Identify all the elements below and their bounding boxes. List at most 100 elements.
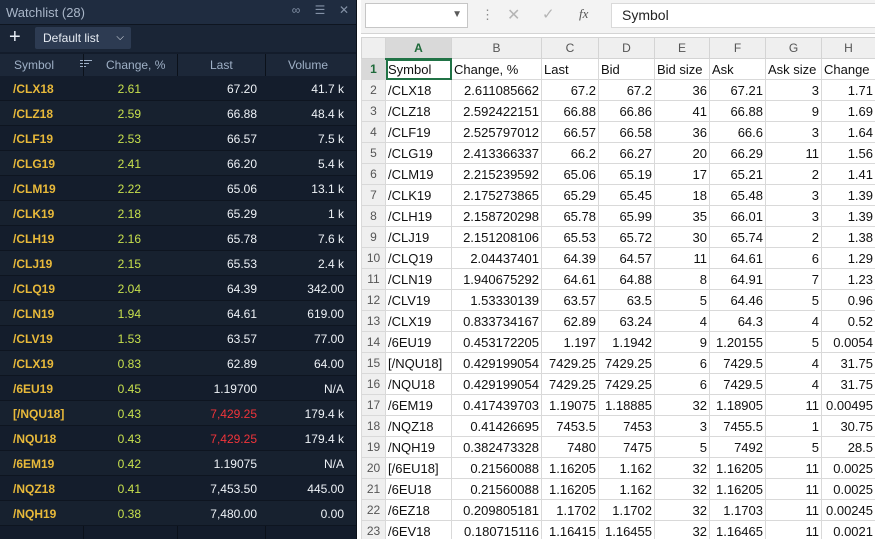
cell[interactable]: 0.0025 <box>821 457 875 479</box>
cell[interactable]: 7429.5 <box>709 352 766 374</box>
cell[interactable]: 31.75 <box>821 373 875 395</box>
cell[interactable]: 0.52 <box>821 310 875 332</box>
cell[interactable]: 65.74 <box>709 226 766 248</box>
cell[interactable]: 66.88 <box>709 100 766 122</box>
cell[interactable]: 64.57 <box>598 247 655 269</box>
cell[interactable]: 2.175273865 <box>451 184 542 206</box>
cell[interactable]: /CLN19 <box>385 268 452 290</box>
cell[interactable]: 65.19 <box>598 163 655 185</box>
cell[interactable]: 2.592422151 <box>451 100 542 122</box>
cell[interactable]: 7480 <box>541 436 599 458</box>
cell[interactable]: /CLV19 <box>385 289 452 311</box>
more-options-icon[interactable]: ⋮ <box>481 7 494 22</box>
cell[interactable]: /CLG19 <box>385 142 452 164</box>
cell[interactable]: 65.21 <box>709 163 766 185</box>
cell[interactable]: 7455.5 <box>709 415 766 437</box>
cell[interactable]: 30.75 <box>821 415 875 437</box>
cell[interactable]: 1.20155 <box>709 331 766 353</box>
cell[interactable]: 0.453172205 <box>451 331 542 353</box>
cell[interactable]: 1.18885 <box>598 394 655 416</box>
cell[interactable]: 64.61 <box>709 247 766 269</box>
cell[interactable]: 1.38 <box>821 226 875 248</box>
watchlist-row[interactable]: /NQH19 0.38 7,480.00 0.00 <box>0 501 356 526</box>
row-header[interactable]: 11 <box>361 268 386 290</box>
cell[interactable]: 64.46 <box>709 289 766 311</box>
row-header[interactable]: 19 <box>361 436 386 458</box>
row-header[interactable]: 23 <box>361 520 386 539</box>
cell[interactable]: /NQZ18 <box>385 415 452 437</box>
cell[interactable]: 67.21 <box>709 79 766 101</box>
cell[interactable]: 1 <box>765 415 822 437</box>
enter-check-icon[interactable]: ✓ <box>542 6 555 23</box>
cell[interactable]: 66.6 <box>709 121 766 143</box>
cell[interactable]: 63.24 <box>598 310 655 332</box>
cell[interactable]: 4 <box>765 352 822 374</box>
cell[interactable]: 8 <box>654 268 710 290</box>
cell[interactable]: [/6EU18] <box>385 457 452 479</box>
cell[interactable]: /CLK19 <box>385 184 452 206</box>
row-header[interactable]: 2 <box>361 79 386 101</box>
row-header[interactable]: 4 <box>361 121 386 143</box>
column-header-change[interactable]: Change, % <box>106 58 166 72</box>
cell[interactable]: 1.162 <box>598 457 655 479</box>
formula-input[interactable]: Symbol <box>611 3 875 28</box>
cell[interactable]: 0.0025 <box>821 478 875 500</box>
row-header[interactable]: 5 <box>361 142 386 164</box>
watchlist-row[interactable]: /CLH19 2.16 65.78 7.6 k <box>0 226 356 251</box>
cell[interactable]: 3 <box>765 205 822 227</box>
row-header[interactable]: 17 <box>361 394 386 416</box>
cell[interactable]: 5 <box>765 436 822 458</box>
cell[interactable]: Ask <box>709 58 766 80</box>
watchlist-row[interactable]: /CLQ19 2.04 64.39 342.00 <box>0 276 356 301</box>
watchlist-row[interactable]: /CLF19 2.53 66.57 7.5 k <box>0 126 356 151</box>
cell[interactable]: 64.91 <box>709 268 766 290</box>
cell[interactable]: 1.16415 <box>541 520 599 539</box>
cell[interactable]: 2.525797012 <box>451 121 542 143</box>
cell[interactable]: 4 <box>765 310 822 332</box>
cell[interactable]: 1.16205 <box>709 478 766 500</box>
cell[interactable]: /CLJ19 <box>385 226 452 248</box>
cell[interactable]: 41 <box>654 100 710 122</box>
cell[interactable]: 2 <box>765 163 822 185</box>
cell[interactable]: 65.99 <box>598 205 655 227</box>
cell[interactable]: 32 <box>654 520 710 539</box>
cell[interactable]: /CLH19 <box>385 205 452 227</box>
cell[interactable]: Bid size <box>654 58 710 80</box>
cell[interactable]: 0.0021 <box>821 520 875 539</box>
cell[interactable]: 6 <box>654 352 710 374</box>
cell[interactable]: 2.611085662 <box>451 79 542 101</box>
cell[interactable]: /CLQ19 <box>385 247 452 269</box>
cell[interactable]: 1.53330139 <box>451 289 542 311</box>
row-header[interactable]: 1 <box>361 58 386 80</box>
cell[interactable]: 1.1942 <box>598 331 655 353</box>
cell[interactable]: 2 <box>765 226 822 248</box>
cell[interactable]: 65.53 <box>541 226 599 248</box>
cell[interactable]: 1.1702 <box>598 499 655 521</box>
cell[interactable]: 32 <box>654 478 710 500</box>
watchlist-row[interactable]: /NQZ18 0.41 7,453.50 445.00 <box>0 476 356 501</box>
sort-icon[interactable] <box>80 58 92 69</box>
cell[interactable]: 0.21560088 <box>451 457 542 479</box>
column-header-d[interactable]: D <box>598 37 655 59</box>
cell[interactable]: 65.29 <box>541 184 599 206</box>
cell[interactable]: 11 <box>765 478 822 500</box>
cell[interactable]: 66.27 <box>598 142 655 164</box>
cell[interactable]: 1.41 <box>821 163 875 185</box>
cell[interactable]: 65.06 <box>541 163 599 185</box>
cell[interactable]: 1.39 <box>821 184 875 206</box>
cell[interactable]: 32 <box>654 499 710 521</box>
watchlist-row[interactable]: /CLX18 2.61 67.20 41.7 k <box>0 76 356 101</box>
cell[interactable]: /6EU18 <box>385 478 452 500</box>
row-header[interactable]: 3 <box>361 100 386 122</box>
column-header-b[interactable]: B <box>451 37 542 59</box>
cell[interactable]: 66.2 <box>541 142 599 164</box>
cell[interactable]: 3 <box>765 121 822 143</box>
cell[interactable]: 1.16465 <box>709 520 766 539</box>
cell[interactable]: 2.215239592 <box>451 163 542 185</box>
watchlist-row[interactable]: /6EU19 0.45 1.19700 N/A <box>0 376 356 401</box>
column-header-h[interactable]: H <box>821 37 875 59</box>
cell[interactable]: Bid <box>598 58 655 80</box>
row-header[interactable]: 22 <box>361 499 386 521</box>
cell[interactable]: 7475 <box>598 436 655 458</box>
cell[interactable]: /6EV18 <box>385 520 452 539</box>
